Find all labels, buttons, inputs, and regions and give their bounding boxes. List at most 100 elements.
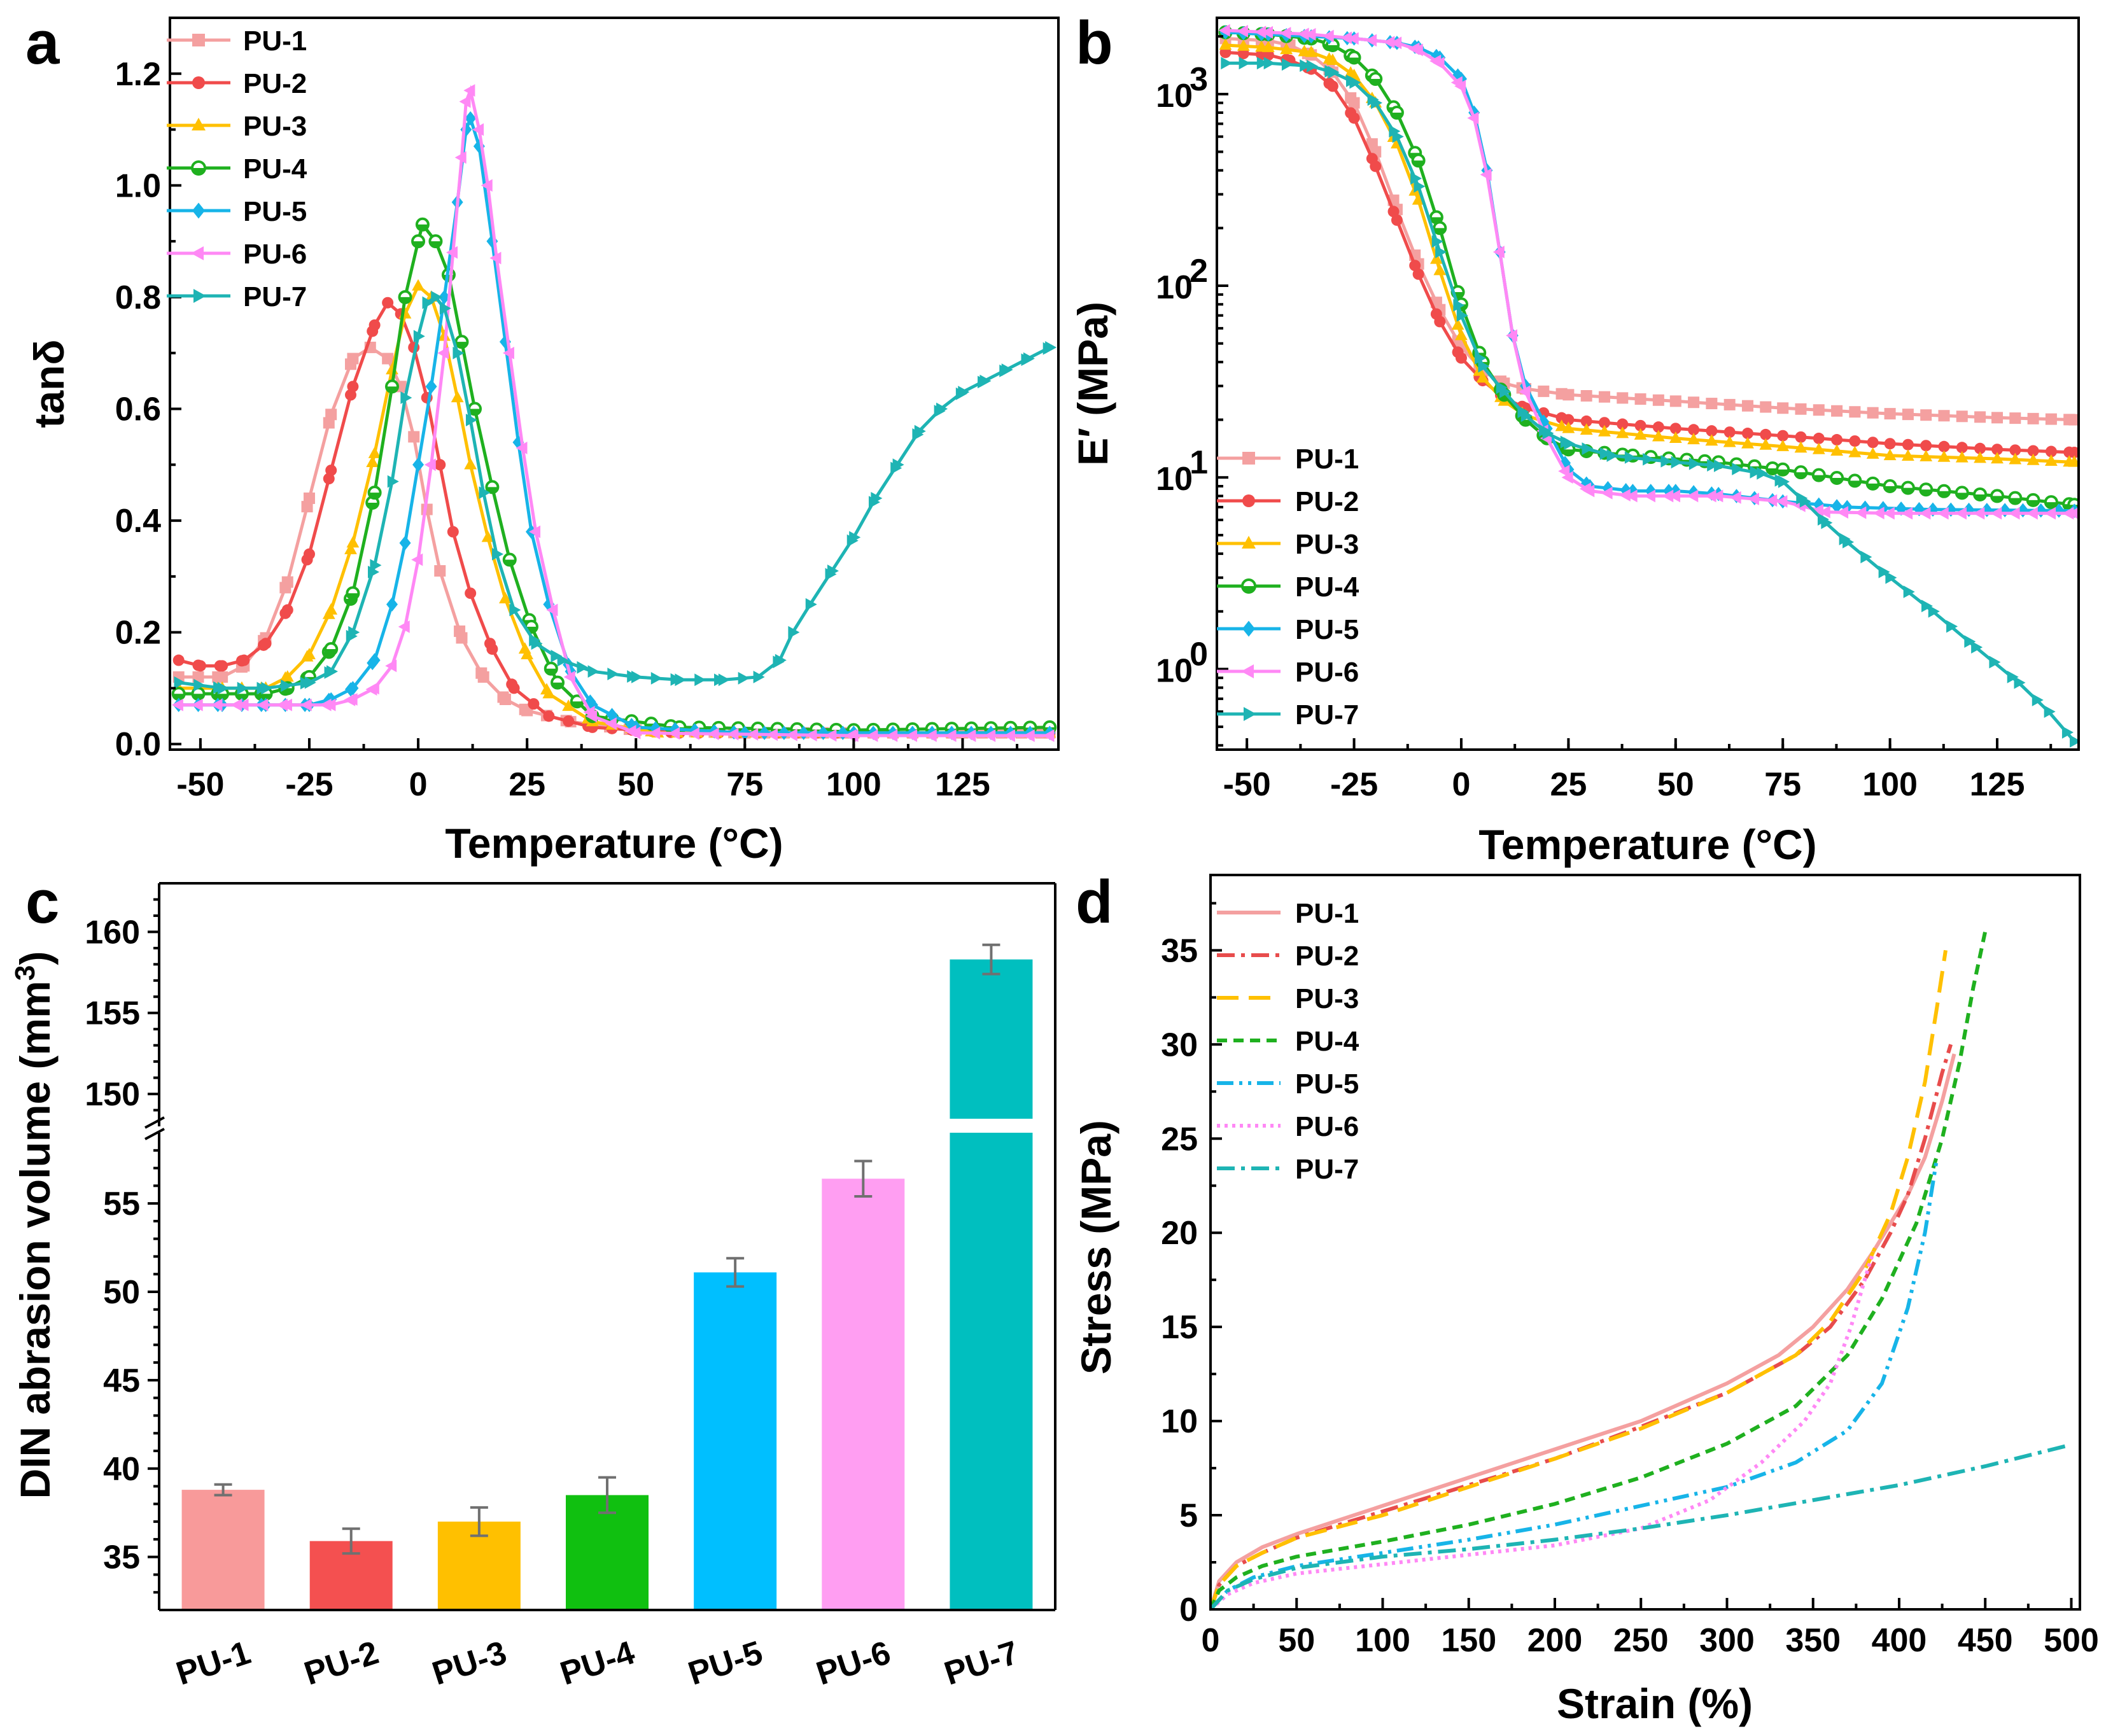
b-point-PU-6 <box>1254 25 1267 39</box>
b-point-PU-7 <box>1435 246 1447 258</box>
b-legend-marker <box>1241 664 1254 678</box>
b-point-PU-2 <box>1669 423 1681 435</box>
a-point-PU-3 <box>366 455 379 467</box>
a-point-PU-6 <box>367 682 379 695</box>
b-point-PU-3 <box>1455 328 1468 340</box>
d-ytick-label: 35 <box>1161 932 1198 969</box>
b-point-PU-1 <box>1831 405 1843 417</box>
a-point-PU-2 <box>194 660 206 672</box>
a-legend-label: PU-2 <box>243 68 307 99</box>
b-point-PU-2 <box>1387 206 1400 218</box>
b-point-PU-4-fill <box>1391 113 1403 119</box>
a-point-PU-2 <box>543 710 555 722</box>
b-point-PU-2 <box>1598 417 1610 429</box>
b-point-PU-7 <box>1328 66 1340 79</box>
b-point-PU-6 <box>1480 168 1492 181</box>
b-point-PU-1 <box>1634 393 1646 405</box>
a-point-PU-6 <box>489 251 502 265</box>
b-point-PU-7 <box>1349 76 1361 89</box>
a-point-PU-4-fill <box>367 502 379 508</box>
b-point-PU-2 <box>1652 421 1664 433</box>
b-point-PU-6 <box>1776 494 1788 508</box>
b-point-PU-3 <box>1433 263 1447 276</box>
b-point-PU-7 <box>2032 694 2044 706</box>
b-point-PU-1 <box>1617 392 1629 404</box>
d-legend-label: PU-6 <box>1295 1111 1359 1142</box>
a-point-PU-6 <box>171 698 183 711</box>
c-category-label: PU-1 <box>172 1634 255 1693</box>
a-point-PU-2 <box>325 465 337 477</box>
b-point-PU-7 <box>1624 451 1636 464</box>
b-point-PU-6 <box>1990 507 2002 520</box>
b-point-PU-7 <box>1660 454 1673 468</box>
b-point-PU-2 <box>1920 440 1932 452</box>
b-point-PU-2 <box>1741 428 1753 440</box>
b-point-PU-2 <box>1348 112 1360 124</box>
b-point-PU-6 <box>1383 36 1395 49</box>
b-point-PU-2 <box>1391 214 1403 226</box>
a-point-PU-4-fill <box>545 668 557 675</box>
b-point-PU-2 <box>1706 425 1718 437</box>
b-point-PU-4-fill <box>1867 483 1879 489</box>
b-point-PU-6 <box>2044 507 2056 520</box>
b-point-PU-1 <box>1348 97 1360 109</box>
b-point-PU-2 <box>1813 432 1825 444</box>
b-point-PU-6 <box>1411 43 1423 57</box>
b-point-PU-7 <box>1903 585 1915 598</box>
b-point-PU-2 <box>1760 428 1772 440</box>
a-point-PU-7 <box>348 626 360 639</box>
a-point-PU-1 <box>434 565 446 577</box>
b-point-PU-1 <box>1723 398 1736 410</box>
a-point-PU-6 <box>324 698 336 711</box>
d-series-line-PU-4 <box>1211 931 1988 1609</box>
b-point-PU-6 <box>1583 484 1595 498</box>
b-point-PU-3 <box>1812 442 1825 454</box>
a-legend-marker <box>193 289 206 303</box>
c-category-label: PU-2 <box>300 1634 383 1693</box>
d-xtick-label: 100 <box>1355 1622 1410 1659</box>
b-point-PU-6 <box>1365 34 1377 47</box>
a-legend-label: PU-5 <box>243 196 307 227</box>
b-point-PU-1 <box>1669 395 1681 407</box>
b-point-PU-6 <box>1811 504 1823 517</box>
a-point-PU-4-fill <box>235 694 248 700</box>
b-legend-label: PU-3 <box>1295 529 1359 560</box>
b-xtick-label: 50 <box>1657 766 1694 803</box>
b-point-PU-7 <box>1821 516 1833 529</box>
b-point-PU-2 <box>1688 424 1700 436</box>
b-point-PU-7 <box>1263 57 1275 70</box>
b-point-PU-1 <box>1849 406 1861 418</box>
a-point-PU-7 <box>694 673 706 687</box>
panel-d-xlabel: Strain (%) <box>1557 1680 1753 1727</box>
a-point-PU-6 <box>346 693 358 706</box>
b-point-PU-6 <box>1261 25 1274 39</box>
a-point-PU-7 <box>775 654 787 667</box>
panel-label-c: c <box>25 868 59 936</box>
c-ytick-label: 160 <box>85 914 140 951</box>
b-point-PU-2 <box>1455 352 1467 364</box>
b-point-PU-6 <box>1558 465 1570 478</box>
b-legend-label: PU-1 <box>1295 444 1359 475</box>
b-point-PU-4-fill <box>2045 502 2057 508</box>
panel-a-ticks: -50 -25 0 25 50 75 100 125 0.0 0.2 0.4 0.6 0.8 1.0 1.2 <box>115 17 1018 803</box>
b-point-PU-2 <box>1634 419 1646 431</box>
b-point-PU-3 <box>1476 371 1489 383</box>
b-point-PU-4-fill <box>1884 486 1896 493</box>
a-series-line-PU-5 <box>178 113 1050 735</box>
d-xtick-label: 50 <box>1278 1622 1315 1659</box>
b-point-PU-3 <box>1705 434 1718 446</box>
b-point-PU-4-fill <box>1434 228 1446 234</box>
c-bar-PU-1 <box>181 1490 265 1610</box>
a-point-PU-6 <box>629 726 641 739</box>
a-point-PU-6 <box>481 179 493 192</box>
a-point-PU-5 <box>759 725 771 740</box>
a-point-PU-3 <box>344 542 357 554</box>
panel-a-legend: PU-1 PU-2 PU-3 PU-4 PU-5 PU-6 PU-7 <box>167 25 307 312</box>
b-legend-marker <box>1242 620 1255 637</box>
b-point-PU-6 <box>1506 329 1518 342</box>
a-point-PU-6 <box>605 717 617 731</box>
a-point-PU-6 <box>585 710 597 723</box>
b-legend-label: PU-4 <box>1295 571 1359 603</box>
a-point-PU-5 <box>412 458 425 472</box>
